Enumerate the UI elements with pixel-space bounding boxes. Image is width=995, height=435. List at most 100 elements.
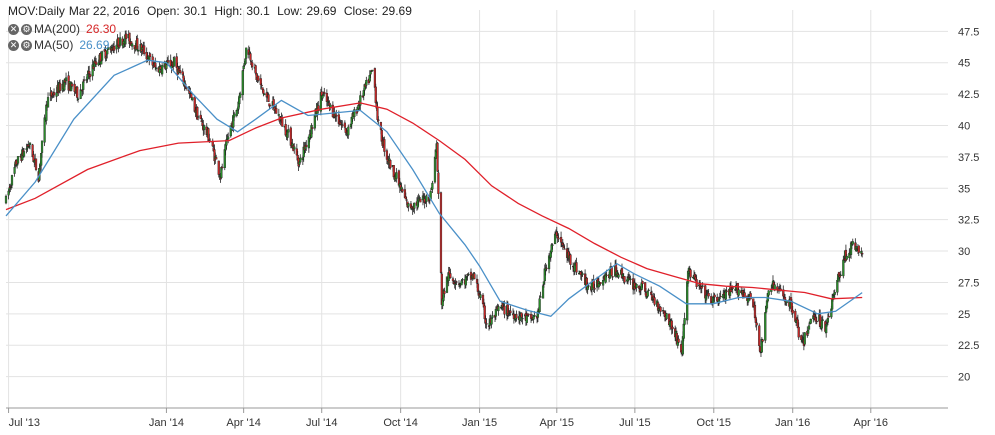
candle-body (436, 142, 439, 172)
candle-body (647, 289, 650, 291)
candle-body (494, 308, 497, 317)
y-tick-label: 25 (958, 309, 970, 321)
candle-body (369, 71, 372, 75)
candle-body (467, 273, 470, 276)
gear-icon[interactable]: ⚙ (21, 23, 32, 35)
candle-body (405, 199, 408, 201)
candle-body (136, 38, 139, 50)
candle-body (764, 312, 767, 341)
gear-icon[interactable]: ⚙ (21, 39, 32, 51)
candle-body (22, 151, 26, 157)
candle-body (455, 281, 458, 283)
ma50-label: MA(50) (34, 38, 74, 52)
candle-body (413, 202, 416, 209)
candle-body (215, 157, 218, 160)
candle-body (112, 46, 116, 51)
candle-body (16, 164, 19, 166)
candle-body (509, 310, 512, 314)
candle-body (575, 262, 578, 273)
x-tick-label: Oct '14 (383, 417, 418, 429)
y-tick-label: 35 (958, 183, 970, 195)
candle-body (433, 157, 437, 183)
candle-body (439, 192, 443, 273)
x-tick-label: Apr '14 (226, 417, 261, 429)
candle-body (725, 290, 728, 292)
candle-body (181, 71, 184, 75)
candle-body (629, 278, 632, 280)
candle-body (602, 280, 605, 286)
candle-body (28, 142, 32, 145)
candle-body (833, 292, 836, 295)
candle-body (857, 245, 860, 253)
candle-body (70, 83, 74, 87)
candle-body (368, 75, 371, 82)
candle-body (718, 297, 721, 299)
candle-body (686, 281, 689, 321)
close-label: Close: (343, 4, 378, 18)
candle-body (221, 166, 224, 169)
candle-body (371, 69, 374, 72)
open-label: Open: (146, 4, 180, 18)
candle-body (249, 53, 252, 61)
candle-body (449, 273, 452, 278)
candle-body (683, 318, 686, 325)
ma50-value: 26.69 (79, 38, 110, 52)
candle-body (329, 104, 332, 108)
candle-body (251, 62, 254, 67)
candle-body (401, 188, 404, 192)
high-value: 30.1 (246, 4, 270, 18)
candle-body (541, 285, 545, 299)
remove-icon[interactable]: ✕ (8, 23, 19, 35)
candle-body (254, 65, 257, 74)
symbol-period: MOV:Daily (8, 4, 65, 18)
ma200-line (5, 102, 863, 300)
candle-body (377, 119, 380, 121)
candle-body (587, 285, 590, 287)
y-tick-label: 27.5 (958, 277, 979, 289)
ohlc-header: MOV:Daily Mar 22, 2016 Open: 30.1 High: 30.… (8, 4, 416, 18)
x-tick-label: Jan '16 (775, 417, 810, 429)
candle-body (827, 315, 830, 318)
ma200-row: ✕ ⚙ MA(200) 26.30 (8, 22, 116, 36)
candle-body (76, 86, 79, 98)
remove-icon[interactable]: ✕ (8, 39, 19, 51)
candle-body (88, 71, 91, 75)
candle-body (125, 33, 128, 40)
candle-body (451, 278, 455, 282)
candle-body (605, 274, 608, 276)
candle-body (797, 326, 800, 338)
candle-body (713, 294, 716, 298)
candle-body (287, 129, 290, 133)
candle-body (341, 124, 344, 126)
candle-body (807, 330, 810, 334)
candle-body (419, 198, 422, 203)
candle-body (641, 281, 644, 285)
candle-body (343, 122, 346, 128)
x-tick-label: Apr '15 (540, 417, 575, 429)
candle-body (55, 92, 58, 97)
candle-body (461, 279, 464, 281)
candle-body (407, 203, 410, 207)
candle-body (700, 286, 703, 289)
close-value: 29.69 (381, 4, 412, 18)
candle-body (671, 326, 674, 330)
candle-body (731, 287, 734, 289)
candle-body (803, 332, 806, 345)
candle-body (131, 43, 134, 47)
candle-body (94, 61, 98, 65)
candle-body (665, 313, 668, 320)
candle-body (197, 116, 200, 118)
candle-body (553, 233, 557, 245)
candle-body (277, 114, 280, 116)
candle-body (445, 276, 449, 293)
candle-body (100, 60, 103, 65)
candle-body (815, 320, 818, 323)
candle-body (737, 289, 740, 296)
candle-body (581, 273, 584, 275)
candle-body (515, 314, 518, 319)
candle-body (464, 277, 467, 286)
x-tick-label: Jul '15 (619, 417, 650, 429)
candle-body (559, 236, 563, 243)
candle-body (635, 284, 638, 288)
ma200-label: MA(200) (34, 22, 81, 36)
